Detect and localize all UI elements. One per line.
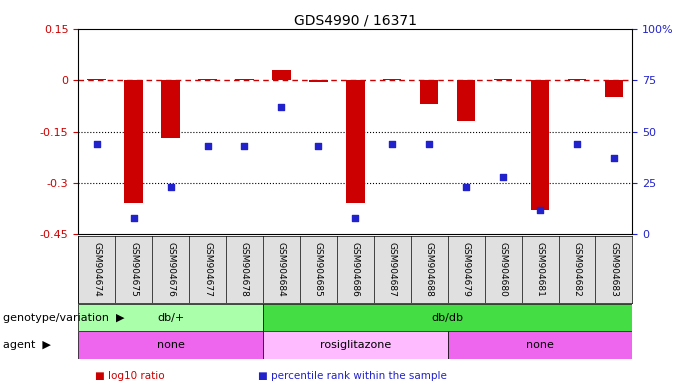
Point xyxy=(571,141,582,147)
Point xyxy=(202,143,213,149)
Text: GSM904685: GSM904685 xyxy=(314,242,323,296)
Text: GSM904677: GSM904677 xyxy=(203,242,212,296)
Point xyxy=(165,184,176,190)
Bar xyxy=(78,331,263,359)
Text: GSM904686: GSM904686 xyxy=(351,242,360,296)
Point xyxy=(128,215,139,221)
Bar xyxy=(272,70,290,80)
Bar xyxy=(235,79,254,80)
Bar xyxy=(161,80,180,138)
Bar xyxy=(78,304,263,331)
Text: GSM904679: GSM904679 xyxy=(462,242,471,296)
Bar xyxy=(531,80,549,210)
Point xyxy=(424,141,435,147)
Point xyxy=(387,141,398,147)
Text: GSM904678: GSM904678 xyxy=(240,242,249,296)
Text: GSM904684: GSM904684 xyxy=(277,242,286,296)
Text: GSM904675: GSM904675 xyxy=(129,242,138,296)
Text: genotype/variation  ▶: genotype/variation ▶ xyxy=(3,313,125,323)
Bar xyxy=(263,331,447,359)
Text: GSM904680: GSM904680 xyxy=(498,242,507,296)
Text: agent  ▶: agent ▶ xyxy=(3,340,51,350)
Text: GSM904674: GSM904674 xyxy=(92,242,101,296)
Text: db/+: db/+ xyxy=(157,313,184,323)
Bar xyxy=(124,80,143,204)
Text: GSM904687: GSM904687 xyxy=(388,242,396,296)
Point xyxy=(91,141,102,147)
Text: rosiglitazone: rosiglitazone xyxy=(320,340,391,350)
Text: GSM904682: GSM904682 xyxy=(573,242,581,296)
Point xyxy=(313,143,324,149)
Point xyxy=(609,155,619,161)
Bar xyxy=(605,80,623,97)
Point xyxy=(534,207,545,213)
Text: GSM904681: GSM904681 xyxy=(536,242,545,296)
Text: none: none xyxy=(156,340,184,350)
Point xyxy=(239,143,250,149)
Bar xyxy=(263,304,632,331)
Point xyxy=(460,184,471,190)
Point xyxy=(498,174,509,180)
Bar xyxy=(494,79,512,80)
Text: GSM904676: GSM904676 xyxy=(166,242,175,296)
Point xyxy=(350,215,360,221)
Bar xyxy=(457,80,475,121)
Bar xyxy=(447,331,632,359)
Bar xyxy=(199,79,217,80)
Bar xyxy=(568,79,586,80)
Text: GSM904688: GSM904688 xyxy=(425,242,434,296)
Text: GSM904683: GSM904683 xyxy=(609,242,618,296)
Text: ■ percentile rank within the sample: ■ percentile rank within the sample xyxy=(258,371,447,381)
Bar xyxy=(420,80,439,104)
Bar xyxy=(309,80,328,81)
Bar xyxy=(346,80,364,204)
Title: GDS4990 / 16371: GDS4990 / 16371 xyxy=(294,14,417,28)
Point xyxy=(276,104,287,110)
Bar xyxy=(383,79,401,80)
Text: ■ log10 ratio: ■ log10 ratio xyxy=(95,371,165,381)
Text: db/db: db/db xyxy=(432,313,464,323)
Text: none: none xyxy=(526,340,554,350)
Bar xyxy=(88,79,106,80)
